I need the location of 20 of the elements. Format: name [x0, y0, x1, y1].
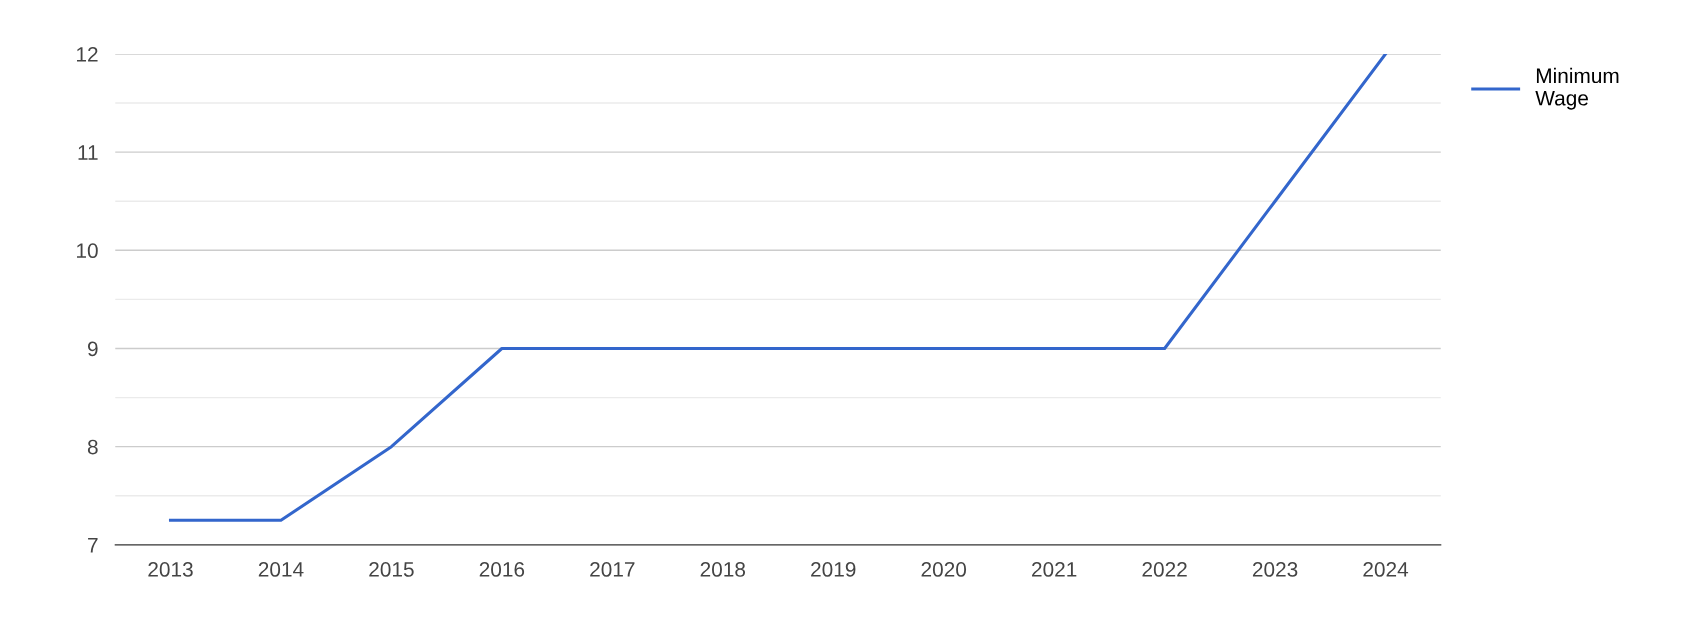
y-tick-label: 11: [78, 145, 98, 160]
x-tick-label: 2019: [811, 562, 856, 577]
y-tick-label: 9: [87, 341, 98, 357]
y-tick-label: 12: [77, 46, 98, 62]
x-tick-label: 2023: [1252, 562, 1298, 577]
y-tick-label: 10: [77, 243, 98, 259]
x-tick-label: 2020: [921, 562, 967, 577]
x-tick-label: 2018: [700, 562, 746, 577]
x-tick-label: 2013: [148, 562, 193, 577]
line-series: [168, 53, 1388, 522]
y-tick-label: 8: [87, 439, 98, 455]
x-tick-label: 2024: [1363, 562, 1409, 577]
legend-label: Minimum Wage: [1535, 67, 1619, 110]
x-tick-label: 2017: [590, 562, 635, 577]
x-tick-label: 2015: [369, 562, 414, 577]
x-tick-label: 2022: [1142, 562, 1187, 577]
x-tick-label: 2016: [479, 562, 525, 577]
x-tick-label: 2014: [258, 562, 304, 577]
y-tick-label: 7: [88, 538, 98, 553]
x-tick-label: 2021: [1032, 562, 1077, 577]
